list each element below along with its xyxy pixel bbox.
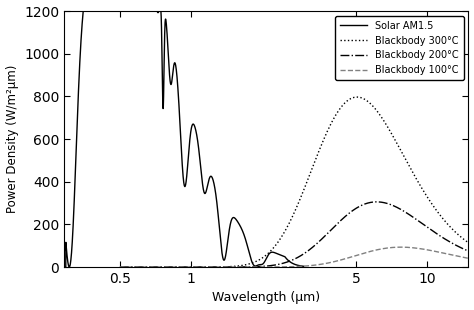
Blackbody 100°C [178, 265, 184, 269]
Y-axis label: Power Density (W/m²μm): Power Density (W/m²μm) [6, 65, 18, 213]
Blackbody 300°C [178, 265, 184, 269]
Solar AM1.5 [61, 265, 67, 269]
Line: Solar AM1.5: Solar AM1.5 [64, 0, 303, 267]
Blackbody 300°C [469, 243, 474, 247]
Blackbody 100°C [267, 265, 273, 269]
Blackbody 200°C [157, 265, 163, 269]
Blackbody 200°C [267, 264, 273, 268]
Blackbody 200°C [117, 265, 123, 269]
Solar AM1.5 [164, 23, 169, 26]
Blackbody 100°C [469, 257, 474, 261]
Solar AM1.5 [296, 264, 302, 268]
Blackbody 200°C [178, 265, 184, 269]
Blackbody 200°C [469, 250, 474, 254]
Solar AM1.5 [301, 264, 306, 268]
Blackbody 200°C [424, 225, 430, 229]
Blackbody 300°C [424, 195, 430, 199]
Blackbody 100°C [462, 256, 468, 259]
Line: Blackbody 300°C: Blackbody 300°C [120, 97, 472, 267]
Legend: Solar AM1.5, Blackbody 300°C, Blackbody 200°C, Blackbody 100°C: Solar AM1.5, Blackbody 300°C, Blackbody … [335, 16, 464, 80]
Solar AM1.5 [153, 1, 159, 4]
X-axis label: Wavelength (μm): Wavelength (μm) [212, 291, 320, 304]
Blackbody 300°C [354, 95, 360, 99]
Blackbody 100°C [252, 265, 258, 269]
Blackbody 300°C [267, 250, 273, 253]
Blackbody 300°C [462, 238, 468, 242]
Blackbody 200°C [252, 265, 258, 268]
Blackbody 300°C [252, 260, 258, 264]
Blackbody 200°C [374, 200, 380, 204]
Blackbody 300°C [157, 265, 163, 269]
Blackbody 200°C [462, 248, 468, 251]
Blackbody 100°C [398, 245, 404, 249]
Solar AM1.5 [270, 250, 276, 254]
Blackbody 300°C [117, 265, 123, 269]
Blackbody 100°C [157, 265, 163, 269]
Blackbody 100°C [117, 265, 123, 269]
Line: Blackbody 200°C: Blackbody 200°C [120, 202, 472, 267]
Line: Blackbody 100°C: Blackbody 100°C [120, 247, 472, 267]
Blackbody 100°C [424, 248, 430, 252]
